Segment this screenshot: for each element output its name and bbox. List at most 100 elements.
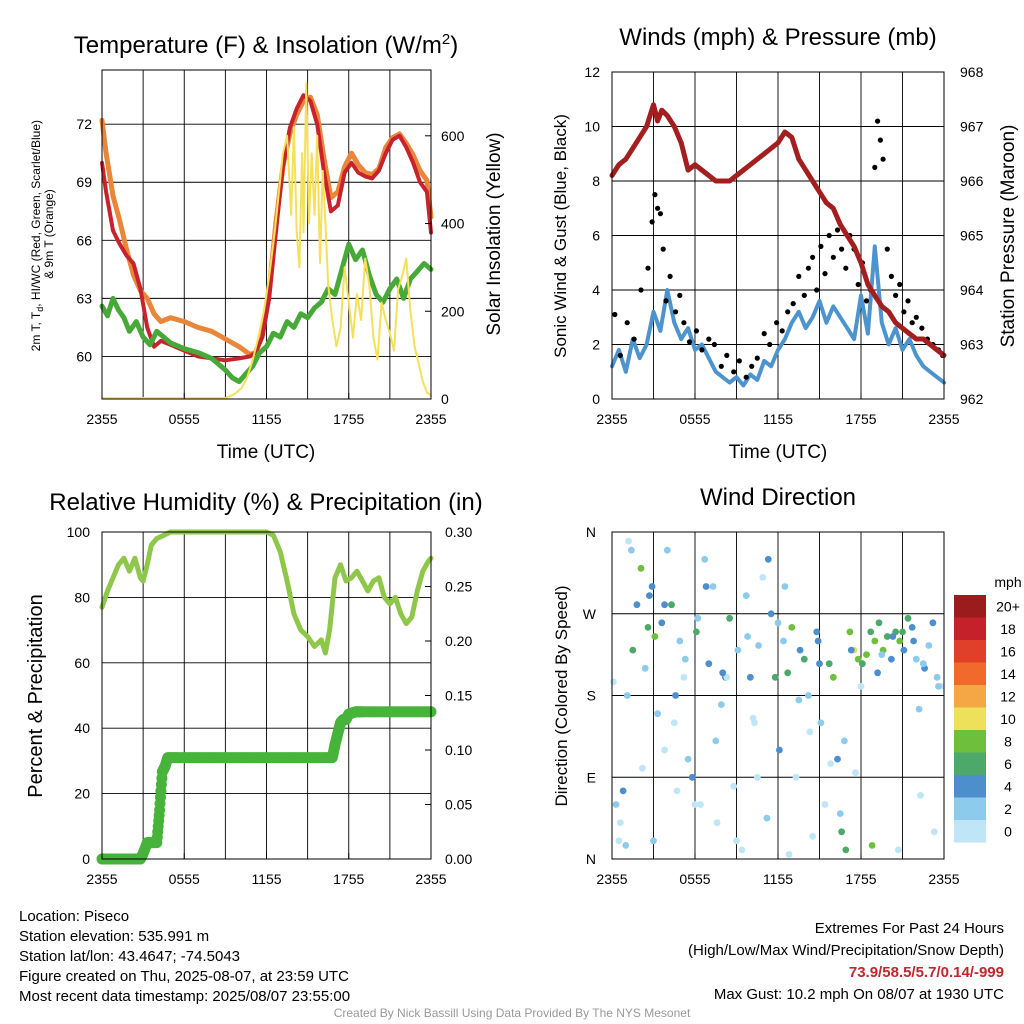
- direction-point: [875, 619, 883, 627]
- station-info: Location: Piseco Station elevation: 535.…: [19, 907, 350, 1007]
- direction-point: [805, 692, 812, 699]
- humidity-precip-ytick-right: 0.30: [445, 524, 472, 540]
- direction-point: [917, 792, 924, 799]
- direction-point: [912, 655, 920, 663]
- colorbar-swatch: [954, 662, 986, 685]
- direction-point: [734, 646, 742, 654]
- direction-point: [813, 628, 821, 636]
- direction-point: [691, 801, 699, 808]
- direction-point: [616, 819, 624, 827]
- direction-point: [622, 842, 630, 849]
- wind-pressure-ytick-right: 966: [960, 173, 984, 189]
- gust-point: [693, 328, 700, 334]
- wind-speed-line: [610, 244, 946, 388]
- extremes-title: Extremes For Past 24 Hours: [814, 920, 1004, 937]
- gust-point: [909, 320, 915, 326]
- gust-point: [863, 298, 870, 304]
- direction-point: [726, 614, 733, 622]
- gust-point: [743, 374, 749, 380]
- direction-point: [746, 673, 754, 681]
- humidity-precip-ytick-left: 0: [82, 851, 90, 867]
- wind-pressure-ytick-left: 12: [584, 64, 600, 80]
- colorbar-title: mph: [994, 574, 1021, 590]
- station-elevation: Station elevation: 535.991 m: [19, 928, 210, 945]
- gust-point: [686, 339, 693, 345]
- gust-point: [855, 281, 861, 288]
- colorbar-label: 8: [1004, 733, 1012, 749]
- station-location: Location: Piseco: [19, 908, 130, 925]
- colorbar-label: 4: [1004, 778, 1012, 794]
- direction-point: [753, 773, 761, 781]
- gust-point: [801, 292, 807, 298]
- direction-point: [852, 769, 859, 777]
- direction-point: [868, 842, 876, 849]
- direction-point: [628, 546, 635, 554]
- colorbar-label: 12: [1000, 688, 1016, 704]
- gust-point: [657, 211, 664, 217]
- direction-point: [650, 837, 657, 845]
- direction-point: [929, 619, 937, 627]
- gust-point: [645, 265, 651, 271]
- direction-point: [814, 637, 822, 645]
- direction-point: [612, 801, 620, 808]
- direction-point: [619, 787, 627, 795]
- humidity-precip-ytick-left: 80: [74, 589, 90, 605]
- direction-point: [646, 592, 653, 599]
- direction-point: [688, 773, 696, 781]
- direction-point: [878, 651, 886, 658]
- wind-direction-xtick: 2355: [596, 871, 627, 887]
- humidity-precip-ytick-right: 0.20: [445, 633, 472, 649]
- gust-point: [699, 347, 705, 353]
- direction-point: [672, 692, 679, 699]
- humidity-precip-title: Relative Humidity (%) & Precipitation (i…: [49, 489, 482, 516]
- colorbar-swatch: [954, 775, 986, 798]
- direction-point: [809, 832, 816, 840]
- direction-point: [821, 801, 829, 808]
- figure-created: Figure created on Thu, 2025-08-07, at 23…: [19, 968, 349, 985]
- direction-point: [894, 846, 902, 854]
- wind-direction-ytick: W: [583, 606, 597, 622]
- direction-point: [816, 660, 823, 668]
- colorbar-label: 16: [1000, 643, 1016, 659]
- direction-point: [744, 633, 751, 640]
- direction-point: [764, 555, 772, 563]
- gust-point: [877, 137, 884, 143]
- direction-point: [719, 669, 727, 677]
- direction-point: [871, 637, 879, 645]
- temperature-ylabel-left: 2m T, Td, HI/WC (Red, Green, Scarlet/Blu…: [29, 117, 56, 352]
- gust-point: [711, 341, 718, 348]
- temperature-ylabel-right: Solar Insolation (Yellow): [484, 132, 505, 335]
- dewpoint-line: [99, 241, 434, 385]
- gust-point: [888, 273, 895, 279]
- wind-direction-xtick: 1155: [763, 871, 793, 887]
- direction-point: [780, 637, 787, 645]
- direction-point: [742, 592, 750, 599]
- direction-point: [935, 683, 942, 690]
- direction-point: [654, 710, 661, 718]
- temperature-xtick: 2355: [415, 411, 446, 427]
- wind-direction-ytick: E: [587, 769, 596, 785]
- wind-pressure-ytick-right: 964: [960, 282, 984, 298]
- direction-point: [888, 655, 895, 663]
- gust-point: [631, 336, 637, 342]
- gust-point: [663, 298, 669, 304]
- temperature-xlabel: Time (UTC): [217, 442, 316, 463]
- direction-point: [668, 601, 675, 609]
- wind-direction-ylabel: Direction (Colored By Speed): [552, 585, 571, 806]
- gust-point: [790, 301, 796, 307]
- colorbar-label: 6: [1004, 756, 1012, 772]
- direction-point: [900, 646, 908, 654]
- direction-point: [670, 719, 678, 727]
- wind-pressure-ylabel-left: Sonic Wind & Gust (Blue, Black): [551, 114, 570, 358]
- direction-point: [817, 719, 825, 727]
- direction-point: [825, 660, 833, 668]
- temperature-ytick-left: 66: [76, 232, 92, 248]
- direction-point: [854, 655, 862, 663]
- gust-point: [905, 298, 911, 304]
- direction-point: [827, 760, 834, 767]
- gust-point: [774, 320, 780, 326]
- wind-direction-ytick: N: [586, 524, 596, 540]
- wind-direction-xtick: 2355: [928, 871, 959, 887]
- colorbar-swatch: [954, 730, 986, 753]
